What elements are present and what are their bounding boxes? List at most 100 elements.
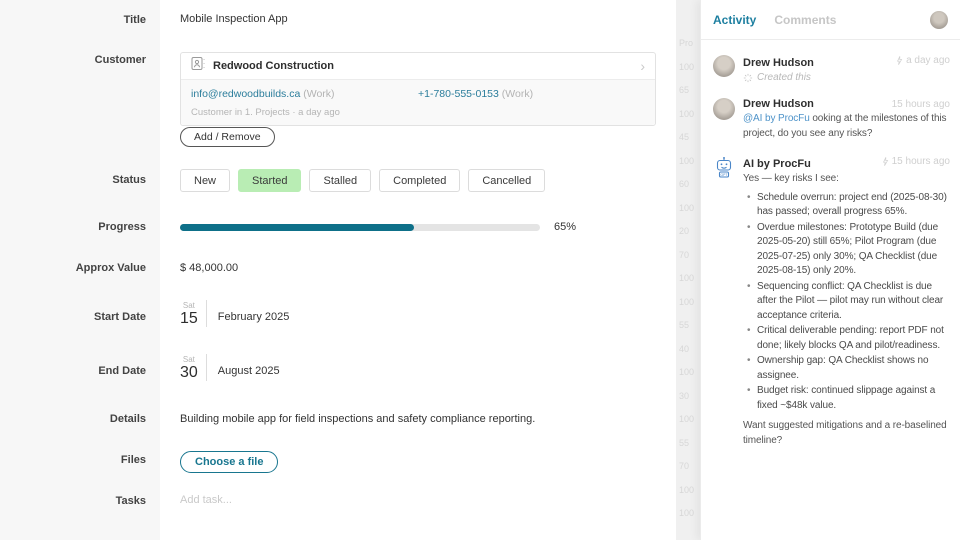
date-divider <box>205 354 207 381</box>
background-list-value: Pro <box>679 38 694 48</box>
status-option-completed[interactable]: Completed <box>379 169 461 192</box>
risk-item: Sequencing conflict: QA Checklist is due… <box>745 280 950 324</box>
progress-label: Progress <box>98 221 146 233</box>
svg-text:GPT: GPT <box>721 173 728 177</box>
add-remove-button[interactable]: Add / Remove <box>180 127 275 147</box>
status-options: New Started Stalled Completed Cancelled <box>180 169 546 192</box>
details-field[interactable]: Building mobile app for field inspection… <box>180 413 536 425</box>
progress-fill <box>180 224 414 231</box>
activity-item-ai-reply: GPT AI by ProcFu 15 hours ago Yes — key … <box>713 156 950 448</box>
bolt-icon <box>882 157 888 166</box>
timestamp: a day ago <box>906 55 950 66</box>
ai-intro-text: Yes — key risks I see: <box>743 173 839 184</box>
customer-label: Customer <box>94 54 146 66</box>
progress-value: 65% <box>554 221 577 233</box>
background-list-value: 100 <box>679 202 695 213</box>
ai-mention-link[interactable]: @AI by ProcFu <box>743 113 810 124</box>
start-date-weekday: Sat <box>182 301 195 310</box>
activity-item-comment: Drew Hudson 15 hours ago @AI by ProcFu o… <box>713 98 950 141</box>
risk-item: Critical deliverable pending: report PDF… <box>745 324 950 353</box>
risk-item: Overdue milestones: Prototype Build (due… <box>745 221 950 279</box>
title-label: Title <box>123 14 146 26</box>
comment-text: ooking at the milestones of this project… <box>743 113 947 139</box>
tab-activity[interactable]: Activity <box>713 12 757 27</box>
end-date-day: 30 <box>180 364 198 381</box>
field-label-column: Title Customer Status Progress Approx Va… <box>0 0 160 540</box>
background-list-pane: Pro 100 65 100 45 100 60 100 20 70 100 100 55 40 100 30… <box>676 0 700 540</box>
robot-icon: GPT <box>713 156 735 178</box>
background-list-value: 60 <box>679 179 690 189</box>
background-list-value: 100 <box>679 508 695 518</box>
risk-list: Schedule overrun: project end (2025-08-3… <box>745 191 950 414</box>
customer-email-link[interactable]: info@redwoodbuilds.ca <box>191 88 301 100</box>
background-list-value: 100 <box>679 61 695 72</box>
background-list-value: 65 <box>679 85 690 95</box>
status-option-stalled[interactable]: Stalled <box>309 169 372 192</box>
background-list-value: 20 <box>679 226 690 236</box>
risk-item: Ownership gap: QA Checklist shows no ass… <box>745 354 950 383</box>
background-list-value: 100 <box>679 108 695 119</box>
background-list-value: 70 <box>679 249 690 260</box>
approx-value-field[interactable]: $ 48,000.00 <box>180 262 239 274</box>
approx-value-label: Approx Value <box>75 262 146 274</box>
status-option-new[interactable]: New <box>180 169 231 192</box>
start-date-day: 15 <box>180 310 198 327</box>
start-date-monthyear: February 2025 <box>217 311 290 323</box>
ai-outro-text: Want suggested mitigations and a re-base… <box>743 420 947 446</box>
title-field[interactable]: Mobile Inspection App <box>180 13 288 25</box>
customer-contact-section: info@redwoodbuilds.ca (Work) +1-780-555-… <box>181 79 655 125</box>
account-avatar[interactable] <box>930 10 948 29</box>
tasks-label: Tasks <box>115 495 146 507</box>
customer-card-header[interactable]: Redwood Construction › <box>181 53 655 79</box>
activity-item-created: Drew Hudson a day ago Created this <box>713 55 950 83</box>
background-list-value: 100 <box>679 155 695 166</box>
background-list-value: 30 <box>679 390 690 401</box>
tab-comments[interactable]: Comments <box>774 12 837 27</box>
start-date-label: Start Date <box>94 311 146 323</box>
end-date-weekday: Sat <box>182 355 195 364</box>
customer-name: Redwood Construction <box>213 60 334 72</box>
activity-feed: Drew Hudson a day ago Created this <box>701 40 960 448</box>
customer-meta: Customer in 1. Projects · a day ago <box>191 107 340 118</box>
end-date-monthyear: August 2025 <box>217 365 280 377</box>
background-list-value: 55 <box>679 320 690 330</box>
details-label: Details <box>109 413 146 425</box>
timestamp: 15 hours ago <box>891 156 950 167</box>
avatar <box>713 55 735 77</box>
add-task-input[interactable] <box>180 494 480 506</box>
contact-card-icon <box>191 56 205 76</box>
customer-email-type: (Work) <box>303 88 335 100</box>
risk-item: Schedule overrun: project end (2025-08-3… <box>745 191 950 220</box>
files-label: Files <box>120 454 146 466</box>
activity-panel: Activity Comments Drew Hudson a day ago <box>700 0 960 540</box>
chevron-right-icon[interactable]: › <box>640 58 645 74</box>
choose-file-button[interactable]: Choose a file <box>180 451 279 473</box>
start-date-picker[interactable]: Sat 15 February 2025 <box>180 300 289 327</box>
background-list-value: 100 <box>679 367 695 377</box>
end-date-picker[interactable]: Sat 30 August 2025 <box>180 354 280 381</box>
end-date-label: End Date <box>98 365 146 377</box>
status-option-started[interactable]: Started <box>238 169 302 192</box>
avatar <box>713 98 735 120</box>
customer-card: Redwood Construction › info@redwoodbuild… <box>180 52 656 126</box>
background-list-value: 100 <box>679 414 695 424</box>
created-this-text: Created this <box>757 72 811 83</box>
author-name: Drew Hudson <box>743 98 814 110</box>
progress-slider[interactable] <box>180 224 540 231</box>
author-name: Drew Hudson <box>743 57 814 69</box>
background-list-value: 70 <box>679 461 690 471</box>
background-list-value: 100 <box>679 484 695 495</box>
comment-message: @AI by ProcFu ooking at the milestones o… <box>743 112 950 141</box>
sparkle-icon <box>743 73 753 82</box>
date-divider <box>205 300 207 327</box>
customer-phone-type: (Work) <box>501 88 534 100</box>
activity-header: Activity Comments <box>701 0 960 40</box>
customer-phone-link[interactable]: +1-780-555-0153 <box>418 88 499 100</box>
background-list-value: 100 <box>679 273 695 283</box>
form-pane: Mobile Inspection App Redwood Constructi… <box>160 0 676 540</box>
background-list-value: 45 <box>679 132 690 142</box>
background-list-value: 100 <box>679 296 695 307</box>
status-option-cancelled[interactable]: Cancelled <box>468 169 546 192</box>
bolt-icon <box>897 56 903 65</box>
